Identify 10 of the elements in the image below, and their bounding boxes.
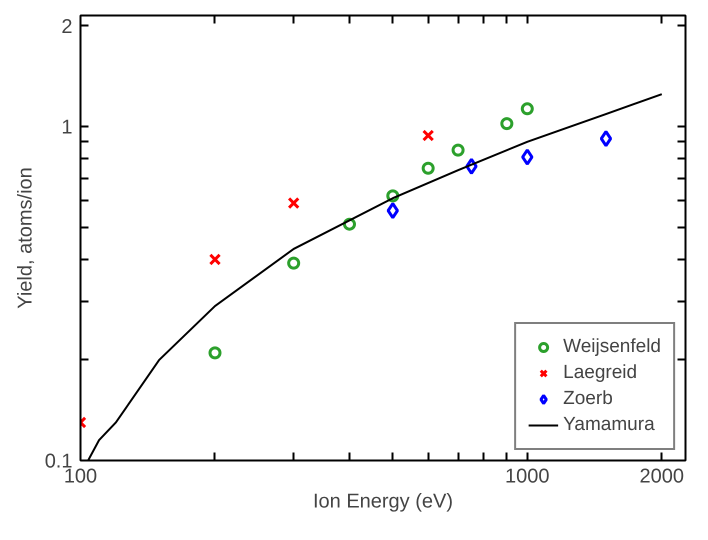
y-axis-title: Yield, atoms/ion <box>14 167 37 309</box>
y-tick-label: 2 <box>61 16 72 38</box>
legend-label: Laegreid <box>563 362 638 384</box>
x-axis-title: Ion Energy (eV) <box>312 490 454 512</box>
legend-label: Yamamura <box>563 414 655 436</box>
legend-label: Weijsenfeld <box>563 336 661 358</box>
x-tick-label: 1000 <box>505 466 550 488</box>
x-tick-label: 2000 <box>640 466 684 488</box>
y-tick-label: 1 <box>61 116 72 139</box>
legend-label: Zoerb <box>563 388 613 410</box>
